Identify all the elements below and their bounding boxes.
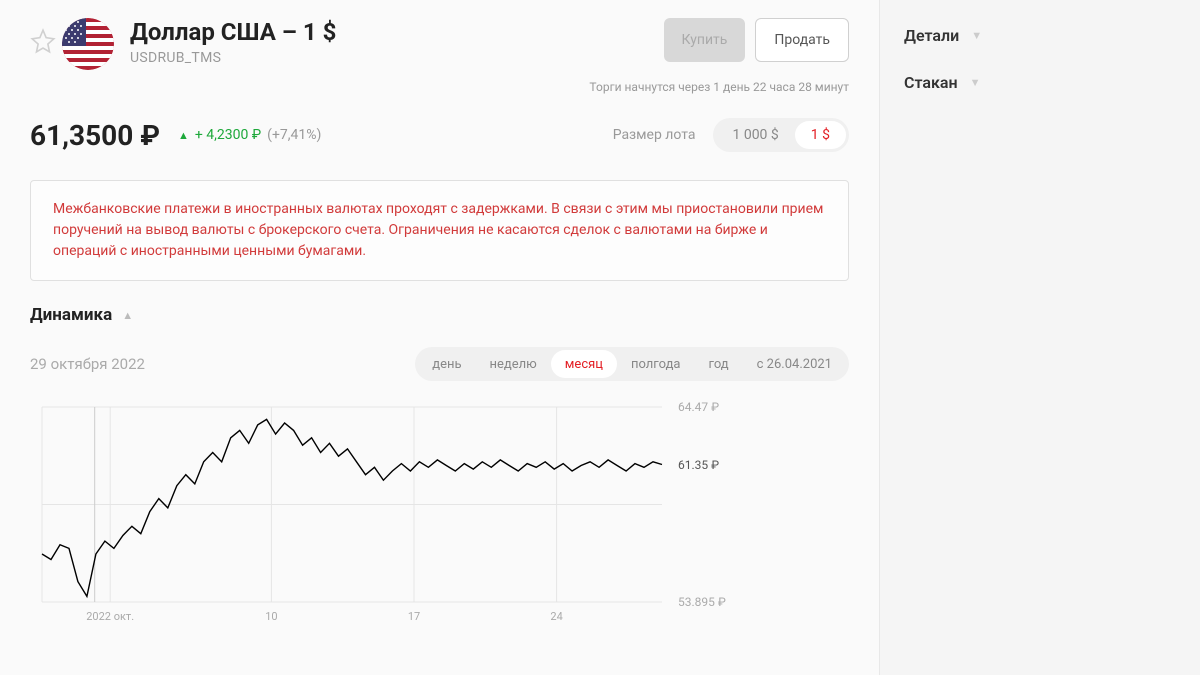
period-option[interactable]: день	[418, 350, 475, 378]
orderbook-label: Стакан	[904, 73, 958, 92]
chevron-up-icon: ▲	[122, 309, 133, 322]
period-selector: деньнеделюмесяцполгодагодс 26.04.2021	[415, 347, 849, 381]
flag-icon	[62, 18, 114, 70]
svg-text:10: 10	[265, 610, 277, 623]
dynamics-title: Динамика	[30, 305, 112, 325]
instrument-ticker: USDRUB_TMS	[130, 50, 664, 66]
instrument-title: Доллар США – 1 $	[130, 18, 664, 46]
main-panel: Доллар США – 1 $ USDRUB_TMS Купить Прода…	[0, 0, 880, 675]
trading-hours-note: Торги начнутся через 1 день 22 часа 28 м…	[30, 80, 849, 94]
lot-option[interactable]: 1 $	[795, 121, 846, 149]
chevron-down-icon: ▼	[971, 29, 982, 42]
current-price: 61,3500 ₽	[30, 119, 160, 152]
price-change-abs: + 4,2300 ₽	[195, 127, 261, 143]
dynamics-header[interactable]: Динамика ▲	[30, 305, 849, 325]
warning-banner: Межбанковские платежи в иностранных валю…	[30, 180, 849, 281]
buy-button[interactable]: Купить	[664, 18, 746, 62]
period-option[interactable]: год	[695, 350, 743, 378]
price-change-pct: (+7,41%)	[267, 127, 321, 143]
chart-y-label: 64.47 ₽	[678, 400, 719, 414]
period-option[interactable]: с 26.04.2021	[743, 350, 846, 378]
favorite-star-icon[interactable]	[30, 28, 56, 54]
lot-size-toggle: 1 000 $1 $	[713, 118, 849, 152]
svg-text:2022 окт.: 2022 окт.	[86, 610, 134, 623]
price-up-icon: ▲	[178, 129, 189, 142]
lot-option[interactable]: 1 000 $	[716, 121, 794, 149]
price-chart[interactable]: 2022 окт. 10 17 24 64.47 ₽ 61.35 ₽ 53.895 ₽	[30, 401, 849, 636]
chevron-down-icon: ▼	[970, 76, 981, 89]
lot-size-label: Размер лота	[613, 127, 696, 143]
orderbook-section-toggle[interactable]: Стакан ▼	[904, 65, 1176, 100]
period-option[interactable]: полгода	[617, 350, 695, 378]
svg-text:24: 24	[550, 610, 562, 623]
chart-y-label: 53.895 ₽	[678, 595, 726, 609]
period-option[interactable]: неделю	[476, 350, 551, 378]
sell-button[interactable]: Продать	[755, 18, 849, 62]
details-label: Детали	[904, 26, 959, 45]
chart-date: 29 октября 2022	[30, 355, 145, 373]
side-panel: Детали ▼ Стакан ▼	[880, 0, 1200, 675]
svg-text:17: 17	[408, 610, 420, 623]
chart-y-label: 61.35 ₽	[678, 458, 719, 472]
period-option[interactable]: месяц	[551, 350, 617, 378]
details-section-toggle[interactable]: Детали ▼	[904, 18, 1176, 53]
